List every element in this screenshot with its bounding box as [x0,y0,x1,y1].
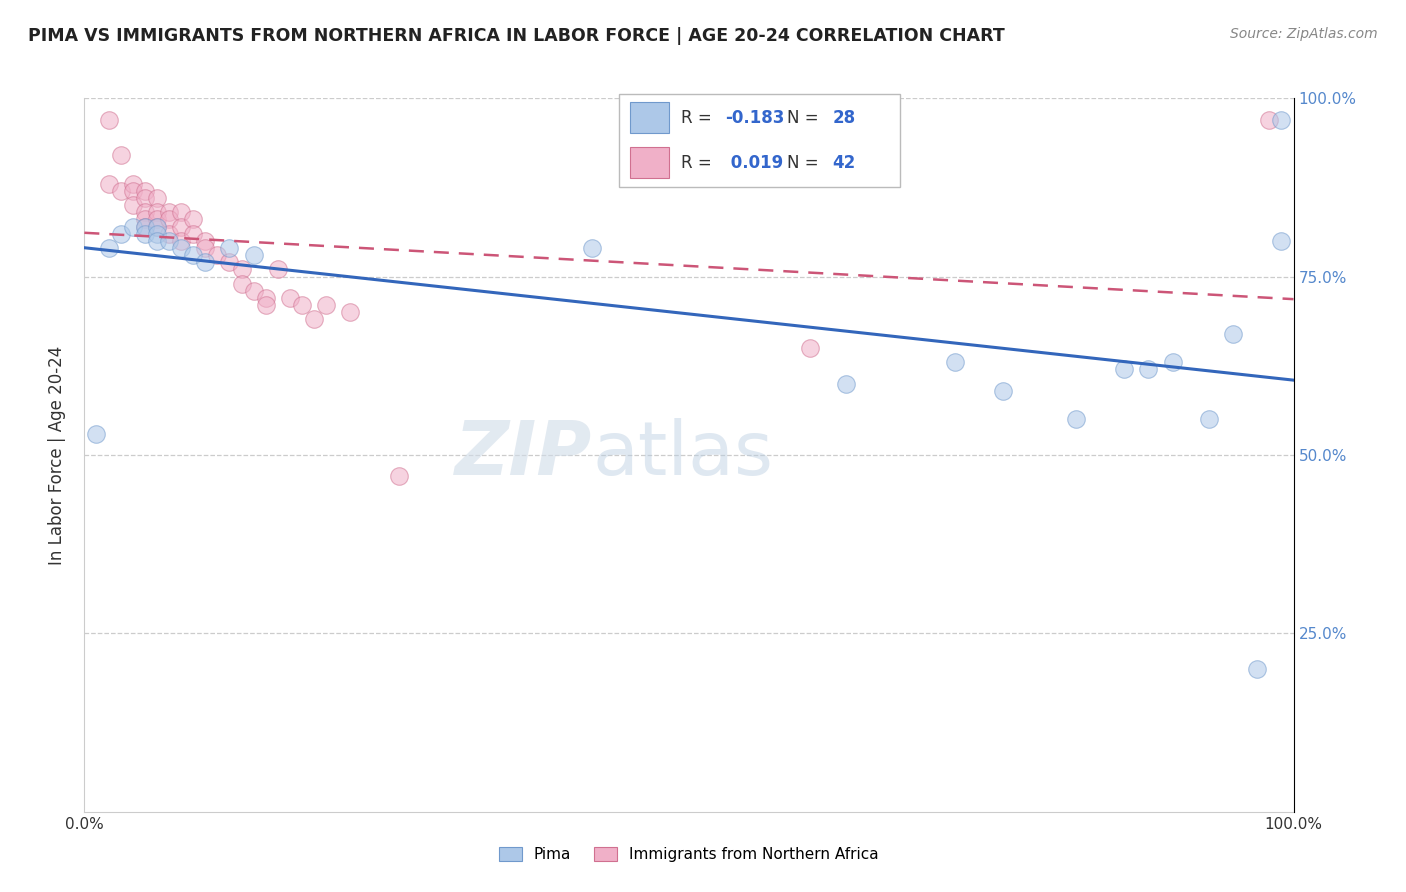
Text: ZIP: ZIP [456,418,592,491]
Point [993,384,1015,398]
Point [1064,412,1087,426]
FancyBboxPatch shape [630,102,669,133]
Point [799,341,821,355]
Point [121,219,143,234]
Point [134,205,156,219]
Point [157,234,180,248]
Point [134,219,156,234]
Point [97,177,120,191]
Legend: Pima, Immigrants from Northern Africa: Pima, Immigrants from Northern Africa [492,841,886,868]
Point [146,219,169,234]
Point [134,184,156,198]
Point [146,234,169,248]
Point [146,219,169,234]
Point [134,219,156,234]
Point [170,234,193,248]
FancyBboxPatch shape [630,147,669,178]
Point [242,248,264,262]
Text: -0.183: -0.183 [725,109,785,127]
Point [134,191,156,205]
Text: Source: ZipAtlas.com: Source: ZipAtlas.com [1230,27,1378,41]
Point [207,248,229,262]
Point [291,298,314,312]
Point [339,305,361,319]
Point [1198,412,1220,426]
Point [110,148,132,162]
Point [388,469,411,483]
Point [1161,355,1184,369]
Point [218,255,240,269]
Point [170,219,193,234]
FancyBboxPatch shape [619,94,900,187]
Point [581,241,603,255]
Point [835,376,858,391]
Point [1246,662,1268,676]
Point [302,312,325,326]
Point [1137,362,1160,376]
Point [181,227,204,241]
Point [218,241,240,255]
Point [254,298,277,312]
Point [943,355,966,369]
Point [146,227,169,241]
Point [231,277,253,291]
Text: N =: N = [787,109,824,127]
Point [194,241,217,255]
Text: PIMA VS IMMIGRANTS FROM NORTHERN AFRICA IN LABOR FORCE | AGE 20-24 CORRELATION C: PIMA VS IMMIGRANTS FROM NORTHERN AFRICA … [28,27,1005,45]
Point [170,205,193,219]
Point [181,248,204,262]
Point [315,298,337,312]
Point [194,255,217,269]
Text: R =: R = [681,109,717,127]
Point [134,227,156,241]
Point [278,291,301,305]
Point [1270,112,1292,127]
Point [110,227,132,241]
Point [121,184,143,198]
Point [1114,362,1136,376]
Point [194,234,217,248]
Point [86,426,108,441]
Point [97,112,120,127]
Text: 42: 42 [832,153,856,171]
Point [1258,112,1281,127]
Point [146,212,169,227]
Point [110,184,132,198]
Text: 0.019: 0.019 [725,153,783,171]
Point [170,241,193,255]
Point [121,198,143,212]
Point [181,212,204,227]
Text: R =: R = [681,153,717,171]
Point [121,177,143,191]
Point [267,262,290,277]
Point [157,227,180,241]
Point [157,212,180,227]
Point [157,205,180,219]
Point [242,284,264,298]
Point [146,191,169,205]
Point [231,262,253,277]
Point [1222,326,1244,341]
Point [146,205,169,219]
Text: 28: 28 [832,109,855,127]
Text: N =: N = [787,153,824,171]
Point [254,291,277,305]
Point [97,241,120,255]
Point [134,212,156,227]
Text: atlas: atlas [592,418,773,491]
Point [1270,234,1292,248]
Y-axis label: In Labor Force | Age 20-24: In Labor Force | Age 20-24 [48,345,66,565]
